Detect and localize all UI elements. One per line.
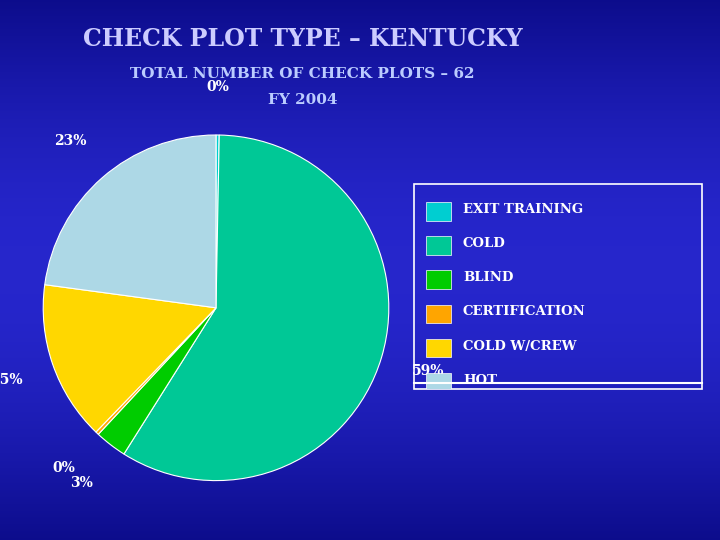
Text: TOTAL NUMBER OF CHECK PLOTS – 62: TOTAL NUMBER OF CHECK PLOTS – 62 <box>130 68 474 82</box>
Bar <box>426 202 451 220</box>
Text: BLIND: BLIND <box>463 271 513 284</box>
Text: 15%: 15% <box>0 373 23 387</box>
Wedge shape <box>43 285 216 432</box>
Wedge shape <box>216 135 219 308</box>
Text: CHECK PLOT TYPE – KENTUCKY: CHECK PLOT TYPE – KENTUCKY <box>83 27 522 51</box>
Text: 0%: 0% <box>207 79 230 93</box>
Wedge shape <box>98 308 216 454</box>
Text: COLD W/CREW: COLD W/CREW <box>463 340 577 353</box>
Text: EXIT TRAINING: EXIT TRAINING <box>463 202 583 216</box>
Text: 23%: 23% <box>54 134 86 149</box>
Wedge shape <box>124 135 389 481</box>
Bar <box>426 237 451 255</box>
Bar <box>426 305 451 323</box>
Text: 59%: 59% <box>412 364 444 378</box>
Bar <box>426 339 451 357</box>
Text: FY 2004: FY 2004 <box>268 93 337 107</box>
Wedge shape <box>45 135 216 308</box>
Wedge shape <box>96 308 216 434</box>
Text: 3%: 3% <box>70 476 93 490</box>
Bar <box>426 271 451 289</box>
Text: CERTIFICATION: CERTIFICATION <box>463 305 585 319</box>
Text: 0%: 0% <box>53 461 76 475</box>
Text: COLD: COLD <box>463 237 505 250</box>
Text: HOT: HOT <box>463 374 497 387</box>
Bar <box>426 373 451 392</box>
